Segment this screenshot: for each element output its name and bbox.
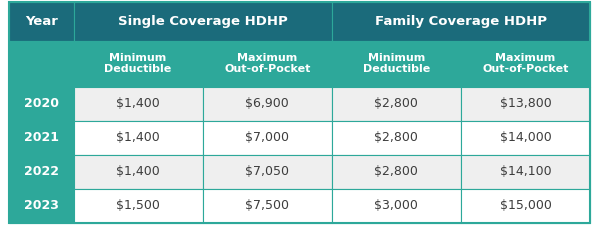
Text: $2,800: $2,800	[374, 131, 418, 144]
Bar	[332, 87, 461, 121]
Bar	[332, 41, 461, 87]
Text: $1,400: $1,400	[116, 97, 160, 110]
Text: Single Coverage HDHP: Single Coverage HDHP	[118, 15, 288, 28]
Bar	[9, 189, 74, 223]
Bar	[9, 41, 74, 87]
Bar	[202, 189, 332, 223]
Bar	[332, 189, 461, 223]
Text: 2021: 2021	[24, 131, 59, 144]
Bar	[332, 121, 461, 155]
Bar	[461, 155, 590, 189]
Text: Maximum
Out-of-Pocket: Maximum Out-of-Pocket	[482, 53, 568, 74]
Text: Minimum
Deductible: Minimum Deductible	[104, 53, 172, 74]
Bar	[74, 155, 202, 189]
Text: 2023: 2023	[24, 199, 59, 212]
Bar	[9, 121, 74, 155]
Text: $2,800: $2,800	[374, 97, 418, 110]
Text: 2022: 2022	[24, 165, 59, 178]
Bar	[74, 87, 202, 121]
Text: $1,500: $1,500	[116, 199, 160, 212]
Text: $6,900: $6,900	[246, 97, 289, 110]
Text: $7,050: $7,050	[245, 165, 289, 178]
Text: $15,000: $15,000	[500, 199, 552, 212]
Text: $1,400: $1,400	[116, 131, 160, 144]
Bar	[74, 189, 202, 223]
Bar	[74, 41, 202, 87]
Text: $7,500: $7,500	[245, 199, 289, 212]
Bar	[332, 2, 590, 41]
Bar	[202, 87, 332, 121]
Bar	[9, 2, 74, 41]
Text: $13,800: $13,800	[500, 97, 551, 110]
Bar	[202, 41, 332, 87]
Bar	[461, 87, 590, 121]
Text: Maximum
Out-of-Pocket: Maximum Out-of-Pocket	[224, 53, 310, 74]
Text: $1,400: $1,400	[116, 165, 160, 178]
Text: Family Coverage HDHP: Family Coverage HDHP	[375, 15, 547, 28]
Text: $2,800: $2,800	[374, 165, 418, 178]
Bar	[461, 189, 590, 223]
Text: $14,000: $14,000	[500, 131, 551, 144]
Text: Minimum
Deductible: Minimum Deductible	[363, 53, 430, 74]
Bar	[202, 121, 332, 155]
Bar	[74, 2, 332, 41]
Bar	[9, 87, 74, 121]
Bar	[202, 155, 332, 189]
Bar	[74, 121, 202, 155]
Text: 2020: 2020	[24, 97, 59, 110]
Bar	[461, 121, 590, 155]
Text: Year: Year	[25, 15, 58, 28]
Text: $14,100: $14,100	[500, 165, 551, 178]
Bar	[332, 155, 461, 189]
Text: $3,000: $3,000	[374, 199, 418, 212]
Bar	[461, 41, 590, 87]
Bar	[9, 155, 74, 189]
Text: $7,000: $7,000	[245, 131, 289, 144]
